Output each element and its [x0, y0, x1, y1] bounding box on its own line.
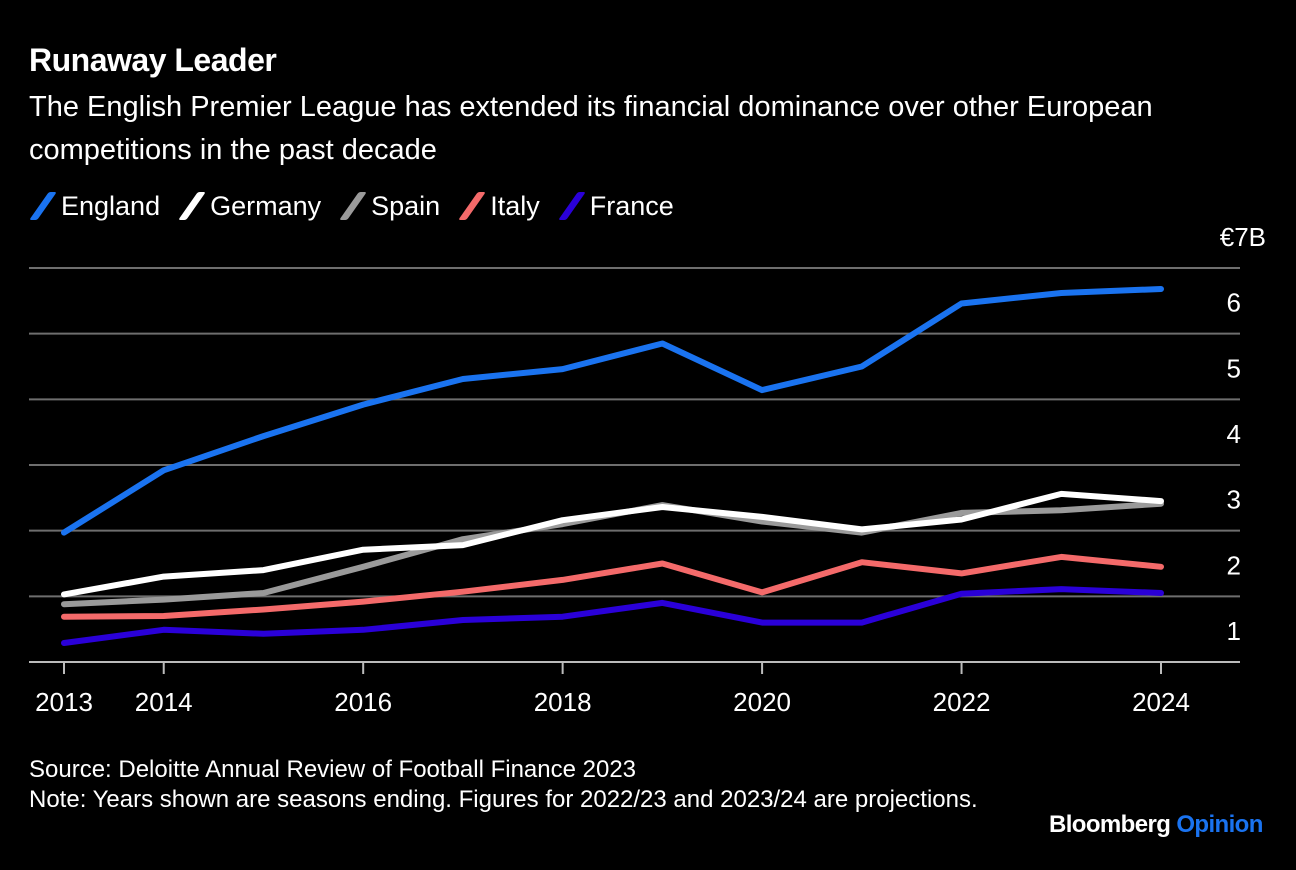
footer: Source: Deloitte Annual Review of Footba… [29, 755, 989, 815]
y-axis-labels: 1 2 3 4 5 6 €7B [1220, 222, 1266, 646]
series-line-germany [61, 490, 1164, 598]
x-tick-label: 2020 [733, 687, 791, 717]
x-tick-label: 2014 [135, 687, 193, 717]
legend-label: Spain [371, 191, 441, 221]
x-tick-label: 2018 [534, 687, 592, 717]
projection-note: Note: Years shown are seasons ending. Fi… [29, 786, 978, 813]
source-note: Source: Deloitte Annual Review of Footba… [29, 756, 637, 783]
y-tick-label: 4 [1227, 419, 1241, 449]
x-tick-label: 2013 [35, 687, 93, 717]
brand-name: Bloomberg [1049, 811, 1171, 838]
y-tick-label: 2 [1227, 550, 1241, 580]
y-tick-label: 5 [1227, 353, 1241, 383]
x-tick-label: 2024 [1132, 687, 1190, 717]
y-tick-label: €7B [1220, 222, 1266, 252]
legend-item-france: France [557, 188, 674, 224]
bloomberg-opinion-logo: Bloomberg Opinion [1049, 811, 1263, 839]
legend-item-italy: Italy [458, 188, 540, 224]
chart-title: Runaway Leader [29, 42, 277, 78]
x-tick-label: 2022 [933, 687, 991, 717]
series-line-france [61, 586, 1164, 646]
series-line-italy [61, 553, 1164, 620]
y-tick-label: 6 [1227, 288, 1241, 318]
chart-subtitle: The English Premier League has extended … [29, 91, 1153, 166]
series-lines [61, 286, 1164, 646]
series-line-england [61, 286, 1164, 536]
x-axis: 2013 2014 2016 2018 2020 2022 2024 [35, 662, 1190, 717]
legend-label: England [61, 191, 161, 221]
brand-section: Opinion [1176, 811, 1263, 838]
legend-label: Germany [210, 191, 322, 221]
y-tick-label: 3 [1227, 485, 1241, 515]
legend-label: France [589, 191, 674, 221]
legend: England Germany Spain Italy France [29, 188, 692, 224]
gridlines [29, 267, 1240, 663]
legend-label: Italy [490, 191, 540, 221]
legend-item-spain: Spain [339, 188, 440, 224]
y-tick-label: 1 [1227, 616, 1241, 646]
legend-item-germany: Germany [178, 188, 321, 224]
x-tick-label: 2016 [334, 687, 392, 717]
legend-item-england: England [29, 188, 160, 224]
